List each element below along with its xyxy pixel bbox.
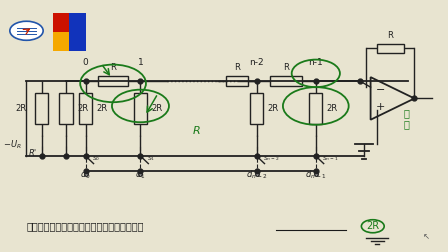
Bar	[309, 93, 323, 124]
Text: ↖: ↖	[423, 232, 430, 241]
Bar	[250, 93, 263, 124]
Text: n-1: n-1	[308, 58, 323, 67]
Text: 2R: 2R	[77, 104, 88, 113]
Text: 0: 0	[83, 58, 89, 67]
Text: n-2: n-2	[249, 58, 264, 67]
Bar	[377, 44, 404, 53]
Text: +: +	[376, 102, 385, 112]
Text: R': R'	[29, 149, 37, 158]
Bar	[69, 13, 86, 51]
Text: $d_0$: $d_0$	[80, 169, 91, 181]
Text: 1: 1	[138, 58, 143, 67]
Text: R: R	[234, 63, 240, 72]
Text: $S_1$: $S_1$	[147, 154, 155, 163]
Bar	[79, 93, 92, 124]
Bar	[35, 93, 48, 124]
Text: R: R	[283, 63, 289, 72]
Text: $-U_R$: $-U_R$	[4, 139, 22, 151]
Text: R: R	[110, 63, 116, 72]
Bar	[53, 13, 69, 32]
Circle shape	[10, 21, 43, 40]
Text: 任节点向三个支路方向看进去的等效电阳均为: 任节点向三个支路方向看进去的等效电阳均为	[26, 221, 144, 231]
Text: 2R: 2R	[267, 104, 279, 113]
Bar	[53, 13, 69, 51]
Bar	[60, 93, 73, 124]
Text: 接
地: 接 地	[404, 108, 409, 129]
Text: $S_0$: $S_0$	[92, 154, 101, 163]
Text: R: R	[388, 31, 393, 40]
Text: 2R: 2R	[327, 104, 338, 113]
Bar	[98, 76, 128, 86]
Text: R: R	[193, 125, 201, 136]
Text: $d_1$: $d_1$	[135, 169, 146, 181]
Text: 2R: 2R	[151, 104, 163, 113]
Bar	[134, 93, 147, 124]
Text: 2R: 2R	[97, 104, 108, 113]
Text: $d_{n-2}$: $d_{n-2}$	[246, 169, 267, 181]
Bar	[226, 76, 248, 86]
Text: $S_{n-1}$: $S_{n-1}$	[323, 154, 339, 163]
Text: $S_{n-2}$: $S_{n-2}$	[263, 154, 280, 163]
Text: 2R: 2R	[15, 104, 26, 113]
Bar	[270, 76, 302, 86]
Text: 2R: 2R	[366, 221, 379, 231]
Text: −: −	[376, 85, 385, 95]
Text: $d_{n-1}$: $d_{n-1}$	[305, 169, 327, 181]
